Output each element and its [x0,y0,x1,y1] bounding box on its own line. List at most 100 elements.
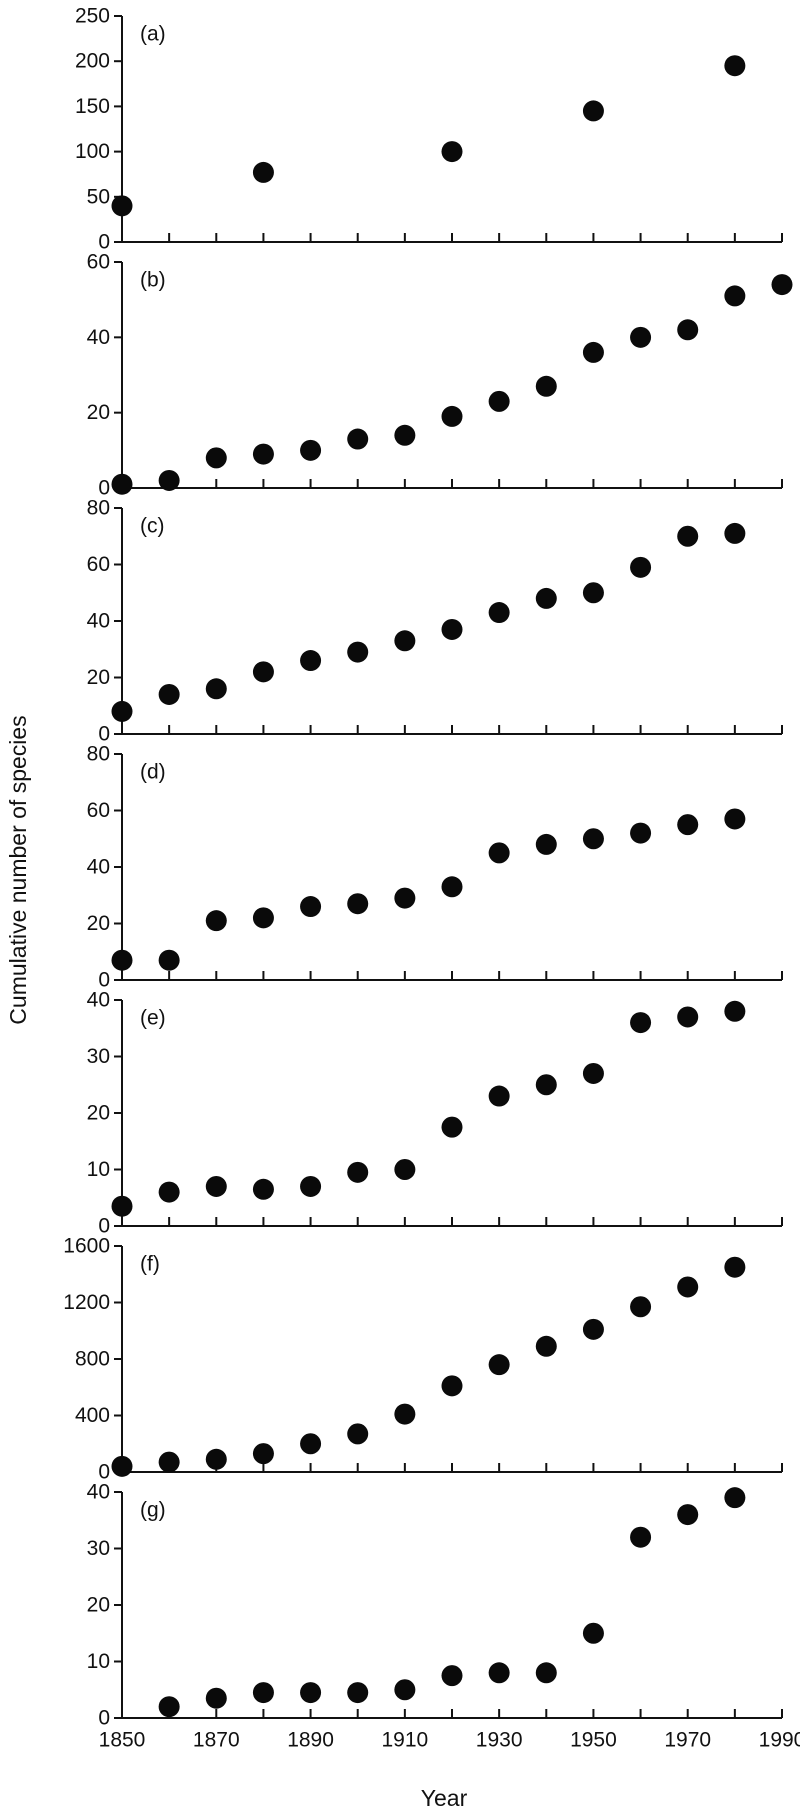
data-point [441,1116,463,1138]
y-tick-label: 20 [87,401,110,424]
y-tick-label: 30 [87,1045,110,1068]
y-tick-label: 60 [87,553,110,576]
panel-e: 0 10 20 30 40 (e) [87,989,783,1238]
data-point [158,949,180,971]
panel-label: (g) [140,1498,166,1521]
data-point [771,274,793,296]
data-point [488,602,510,624]
data-point [347,1161,369,1183]
data-point [347,641,369,663]
data-point [677,525,699,547]
panel-a: 0 50 100 150 200 250 (a) [75,5,783,254]
data-point [677,814,699,836]
data-point [347,428,369,450]
y-tick-label: 1600 [63,1235,110,1258]
data-point [582,1062,604,1084]
data-point [205,1687,227,1709]
y-tick-label: 1200 [63,1291,110,1314]
data-point [252,1443,274,1465]
data-point [394,1679,416,1701]
y-tick-label: 40 [87,989,110,1012]
y-tick-label: 250 [75,5,110,28]
data-point [394,630,416,652]
panel-c: 0 20 40 60 80 (c) [87,497,783,746]
data-point [677,1006,699,1028]
data-point [535,833,557,855]
data-point [111,195,133,217]
panel-f: 0 400 800 1200 1600 (f) [63,1235,783,1484]
y-tick-label: 0 [98,477,110,500]
panel-g: 0 10 20 30 40 (g) [87,1481,783,1730]
data-point [582,1622,604,1644]
data-point [488,1662,510,1684]
panel-label: (a) [140,22,166,45]
data-point [205,1448,227,1470]
data-point [677,319,699,341]
data-point [111,1455,133,1477]
x-tick-label: 1930 [476,1728,523,1751]
data-point [158,1696,180,1718]
y-tick-label: 50 [87,185,110,208]
data-point [677,1276,699,1298]
x-tick-label: 1850 [99,1728,146,1751]
data-point [535,375,557,397]
data-point [630,326,652,348]
y-axis-title: Cumulative number of species [5,715,31,1024]
y-tick-label: 40 [87,326,110,349]
data-point [111,700,133,722]
data-point [630,1526,652,1548]
data-point [300,1433,322,1455]
data-point [582,828,604,850]
data-point [582,582,604,604]
y-tick-label: 60 [87,251,110,274]
y-tick-label: 10 [87,1158,110,1181]
data-point [394,887,416,909]
y-tick-label: 20 [87,1102,110,1125]
panel-label: (b) [140,268,166,291]
data-point [158,1181,180,1203]
data-point [158,1451,180,1473]
data-point [252,661,274,683]
y-tick-label: 80 [87,743,110,766]
data-point [347,1682,369,1704]
data-point [252,1178,274,1200]
data-point [630,556,652,578]
y-tick-label: 0 [98,1707,110,1730]
data-point [488,390,510,412]
data-point [535,1074,557,1096]
y-tick-label: 80 [87,497,110,520]
y-tick-label: 30 [87,1537,110,1560]
data-point [630,822,652,844]
y-tick-label: 40 [87,610,110,633]
y-tick-label: 40 [87,856,110,879]
data-point [724,285,746,307]
x-tick-label: 1910 [381,1728,428,1751]
data-point [724,522,746,544]
data-point [724,1256,746,1278]
y-tick-label: 0 [98,723,110,746]
y-tick-label: 20 [87,1594,110,1617]
data-point [441,141,463,163]
data-point [441,876,463,898]
data-point [488,842,510,864]
data-point [394,1159,416,1180]
data-point [300,1175,322,1197]
x-axis-title: Year [421,1785,468,1811]
panel-d: 0 20 40 60 80 (d) [87,743,783,992]
panel-label: (e) [140,1006,166,1029]
data-point [724,1487,746,1509]
x-tick-label: 1990 [759,1728,800,1751]
y-tick-label: 0 [98,1461,110,1484]
panel-label: (c) [140,514,165,537]
data-point [394,1403,416,1425]
y-tick-label: 60 [87,799,110,822]
panel-label: (f) [140,1252,160,1275]
data-point [441,1375,463,1397]
data-point [300,1682,322,1704]
data-point [300,650,322,672]
data-point [630,1296,652,1318]
data-point [441,618,463,640]
axis-frame [121,16,782,243]
chart-panels: 050100150200250(a)0204060(b)020406080(c)… [63,5,800,1752]
